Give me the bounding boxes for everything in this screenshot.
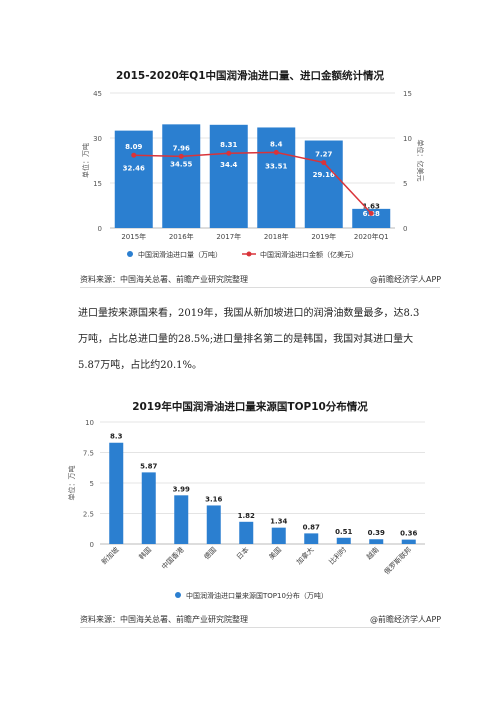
chart1-line-value-label: 8.4 xyxy=(270,140,283,148)
chart1-ytick-left: 15 xyxy=(93,180,102,188)
chart2-ytick: 2.5 xyxy=(83,511,94,519)
chart1-line-value-label: 1.63 xyxy=(363,202,380,210)
chart1-line-point xyxy=(226,150,232,156)
chart2-xtick: 中国香港 xyxy=(160,545,186,571)
chart1-line-series xyxy=(133,151,372,214)
chart1-ytick-right: 10 xyxy=(403,135,412,143)
chart1-ylabel-right: 单位：亿美元 xyxy=(416,140,425,182)
chart1-bar-value-label: 33.51 xyxy=(265,163,287,171)
chart1-credit: @前瞻经济学人APP xyxy=(370,275,442,284)
chart1-bar xyxy=(209,124,248,228)
chart1-bar-value-label: 32.46 xyxy=(123,165,145,173)
chart1-bar-value-label: 34.4 xyxy=(220,161,237,169)
chart1-xtick: 2017年 xyxy=(216,232,241,241)
chart2-title: 2019年中国润滑油进口量来源国TOP10分布情况 xyxy=(132,401,368,413)
chart1-xtick: 2015年 xyxy=(121,232,146,241)
chart2-xtick: 俄罗斯联邦 xyxy=(382,545,413,576)
chart2-footer-line xyxy=(80,627,440,628)
chart2-xtick: 德国 xyxy=(202,545,218,561)
chart2-value-label: 0.39 xyxy=(368,529,385,537)
chart1-bar-value-label: 34.55 xyxy=(170,161,192,169)
chart2-ylabel: 单位：万吨 xyxy=(67,466,76,501)
chart2-bar xyxy=(141,472,156,544)
chart2-value-label: 3.16 xyxy=(205,495,222,503)
chart2-xtick: 韩国 xyxy=(137,545,153,561)
chart1-footer-line xyxy=(80,287,440,288)
chart2-value-label: 8.3 xyxy=(110,433,123,441)
paragraph-line-1: 进口量按来源国来看，2019年，我国从新加坡进口的润滑油数量最多，达8.3 xyxy=(78,308,420,319)
chart1-line-value-label: 7.27 xyxy=(315,151,332,159)
chart2-xtick: 新加坡 xyxy=(99,545,120,566)
chart2-source: 资料来源：中国海关总署、前瞻产业研究院整理 xyxy=(80,615,248,624)
chart2-xtick: 日本 xyxy=(234,545,250,561)
chart1-ytick-left: 30 xyxy=(93,135,102,143)
chart2-xtick: 美国 xyxy=(267,545,283,561)
chart2-bar xyxy=(174,495,189,544)
chart2-ytick: 7.5 xyxy=(83,450,94,458)
chart2-value-label: 1.82 xyxy=(238,512,255,520)
chart2-xtick: 越南 xyxy=(364,545,380,561)
chart1-xtick: 2020年Q1 xyxy=(354,232,389,241)
chart2-bar xyxy=(206,505,221,544)
chart1-line-value-label: 8.09 xyxy=(125,143,142,151)
chart1-line-point xyxy=(131,152,137,158)
chart1-legend-marker-bar xyxy=(127,251,133,257)
chart2-ytick: 10 xyxy=(85,419,94,427)
chart1-xtick: 2016年 xyxy=(169,232,194,241)
chart1-title: 2015-2020年Q1中国润滑油进口量、进口金额统计情况 xyxy=(115,70,385,82)
chart1-source: 资料来源：中国海关总署、前瞻产业研究院整理 xyxy=(80,275,248,284)
chart2-xtick: 加拿大 xyxy=(294,545,315,566)
chart2-value-label: 1.34 xyxy=(270,518,287,526)
chart1-ytick-right: 5 xyxy=(403,180,407,188)
paragraph-line-2: 万吨，占比总进口量的28.5%;进口量排名第二的是韩国，我国对其进口量大 xyxy=(78,334,414,345)
chart2-bar xyxy=(369,539,384,544)
chart1-legend-marker-line-dot xyxy=(246,251,252,257)
chart2-bar xyxy=(239,521,254,544)
chart1-bar-value-label: 29.16 xyxy=(313,171,335,179)
chart2-bar xyxy=(401,539,416,544)
paragraph-line-3: 5.87万吨，占比约20.1%。 xyxy=(78,360,203,371)
chart2-bar xyxy=(304,533,319,544)
chart2-bar xyxy=(109,442,124,544)
chart1-legend-label-bar: 中国润滑油进口量（万吨） xyxy=(138,250,222,259)
chart2-xtick: 比利时 xyxy=(327,545,348,566)
body-paragraph: 进口量按来源国来看，2019年，我国从新加坡进口的润滑油数量最多，达8.3 万吨… xyxy=(78,306,428,374)
chart1-ytick-left: 0 xyxy=(98,225,102,233)
chart2-value-label: 0.36 xyxy=(400,530,417,538)
chart1-bar xyxy=(162,124,201,228)
chart2-value-label: 3.99 xyxy=(173,485,190,493)
chart2-value-label: 0.87 xyxy=(303,523,320,531)
chart2-bar xyxy=(336,537,351,544)
chart2-ytick: 5 xyxy=(90,480,94,488)
chart2-legend-marker xyxy=(175,592,181,598)
chart1-line-point xyxy=(273,149,279,155)
chart1-bar xyxy=(257,127,296,228)
chart1-bar xyxy=(352,208,391,228)
chart1-ytick-right: 15 xyxy=(403,90,412,98)
chart1-xtick: 2018年 xyxy=(264,232,289,241)
chart2-value-label: 0.51 xyxy=(335,528,352,536)
chart1-bar xyxy=(304,140,343,228)
chart1-line-point xyxy=(368,210,374,216)
chart2-legend-label: 中国润滑油进口量来源国TOP10分布（万吨） xyxy=(186,591,328,600)
chart2-credit: @前瞻经济学人APP xyxy=(370,615,442,624)
chart2-value-label: 5.87 xyxy=(140,462,157,470)
chart1-line-point xyxy=(178,153,184,159)
chart1-ytick-right: 0 xyxy=(403,225,407,233)
chart2-bar xyxy=(271,527,286,544)
chart1-line-value-label: 7.96 xyxy=(173,144,190,152)
chart1-xtick: 2019年 xyxy=(311,232,336,241)
chart1-legend-label-line: 中国润滑油进口金额（亿美元） xyxy=(260,250,358,259)
chart1-ytick-left: 45 xyxy=(93,90,102,98)
chart2-ytick: 0 xyxy=(90,541,94,549)
chart1-line-value-label: 8.31 xyxy=(220,141,237,149)
chart2-svg: 0 2.5 5 7.5 10 单位：万吨 8.3 新加坡 5.87 韩国 3.99 中国香港 3.16 德… xyxy=(67,419,425,600)
chart1-line-point xyxy=(321,160,327,166)
chart1-bar xyxy=(114,130,153,228)
chart1-ylabel-left: 单位：万吨 xyxy=(81,143,90,178)
